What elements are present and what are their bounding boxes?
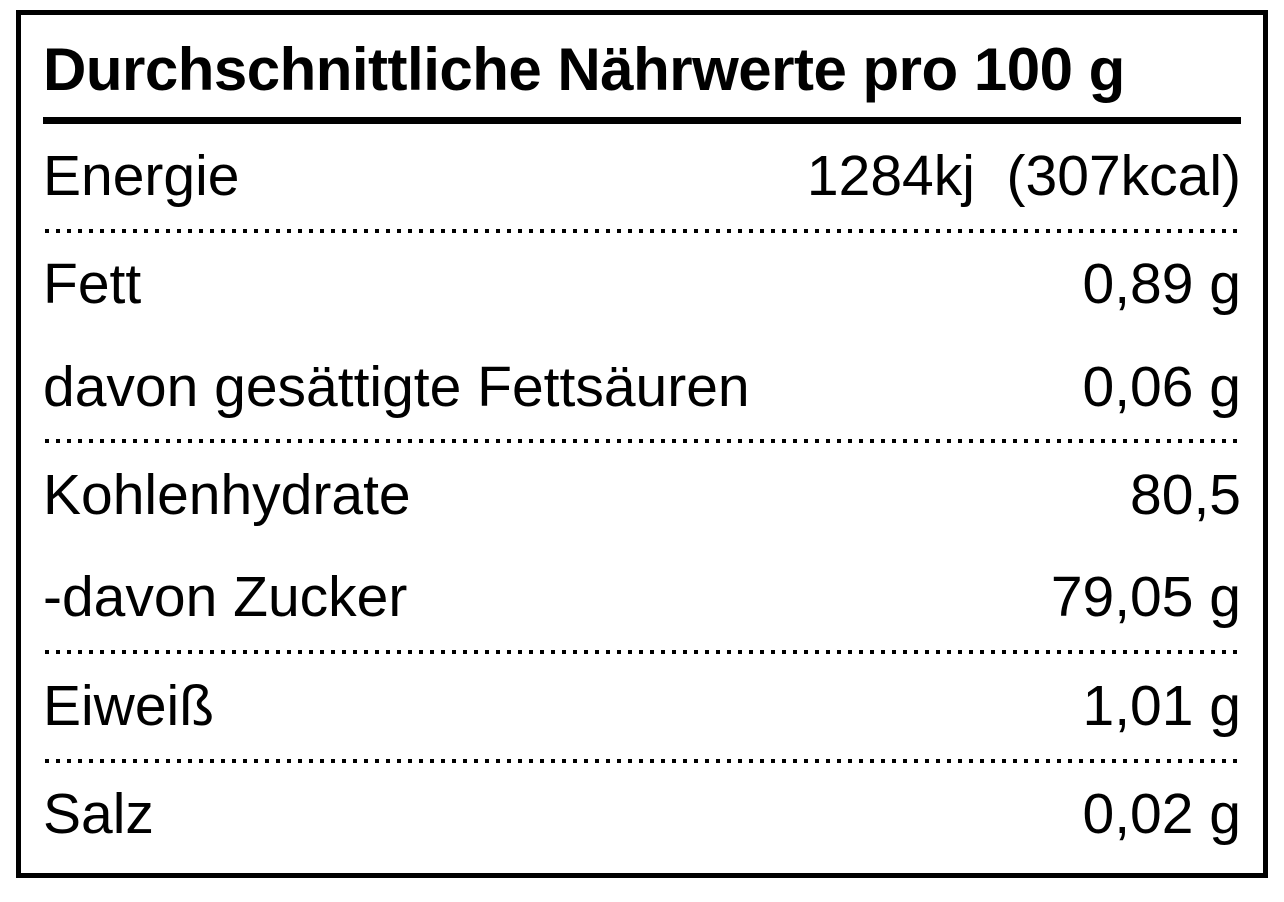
dotted-divider <box>45 758 1239 763</box>
nutrient-name: Salz <box>43 782 154 847</box>
nutrient-value: 0,02 g <box>1082 782 1241 847</box>
dotted-divider <box>45 228 1239 233</box>
row-eiweiss: Eiweiß 1,01 g <box>43 656 1241 756</box>
nutrient-name: Kohlenhydrate <box>43 463 411 527</box>
row-energie: Energie 1284kj (307kcal) <box>43 126 1241 226</box>
row-kohlenhydrate: Kohlenhydrate 80,5 <box>43 446 1241 546</box>
nutrient-value: 80,5 <box>1130 463 1241 527</box>
dotted-divider <box>45 439 1239 444</box>
nutrient-value: 0,89 g <box>1082 252 1241 317</box>
nutrition-rows: Energie 1284kj (307kcal) Fett 0,89 g dav… <box>43 124 1241 873</box>
dotted-divider <box>45 650 1239 654</box>
title-block: Durchschnittliche Nährwerte pro 100 g <box>43 15 1241 124</box>
row-gesaettigte-fettsaeuren: davon gesättigte Fettsäuren 0,06 g <box>43 337 1241 437</box>
row-fett: Fett 0,89 g <box>43 235 1241 335</box>
nutrient-name: davon gesättigte Fettsäuren <box>43 354 750 419</box>
nutrient-value: 79,05 g <box>1050 565 1241 630</box>
row-davon-zucker: -davon Zucker 79,05 g <box>43 548 1241 648</box>
title-rule <box>43 117 1241 124</box>
nutrient-value: 0,06 g <box>1082 354 1241 419</box>
nutrient-name: Fett <box>43 252 142 317</box>
nutrient-value: 1284kj (307kcal) <box>806 143 1241 208</box>
nutrient-name: Eiweiß <box>43 673 215 738</box>
nutrition-facts-panel: Durchschnittliche Nährwerte pro 100 g En… <box>16 10 1268 878</box>
nutrition-title: Durchschnittliche Nährwerte pro 100 g <box>43 36 1125 103</box>
nutrient-value: 1,01 g <box>1082 673 1241 738</box>
row-salz: Salz 0,02 g <box>43 765 1241 865</box>
nutrient-name: Energie <box>43 143 240 208</box>
nutrient-name: -davon Zucker <box>43 565 408 630</box>
